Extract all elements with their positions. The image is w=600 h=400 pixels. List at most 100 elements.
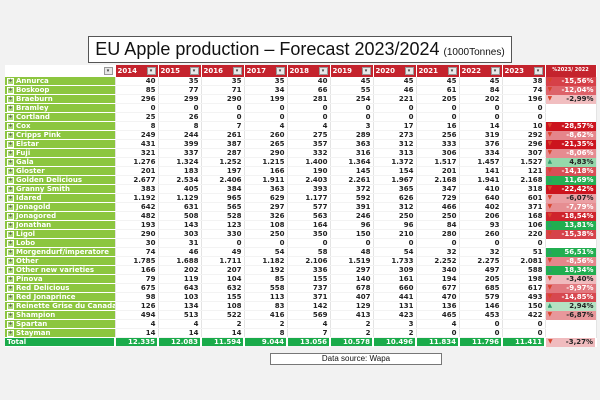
dropdown-icon[interactable]: ▾ xyxy=(404,67,414,75)
row-label[interactable]: + Cortland xyxy=(5,112,116,123)
value-cell: 35 xyxy=(201,77,245,87)
value-cell: 123 xyxy=(201,220,245,231)
row-label[interactable]: + Boskoop xyxy=(5,85,116,96)
row-label[interactable]: + Other new varieties xyxy=(5,265,116,276)
row-label[interactable]: + Pinova xyxy=(5,274,116,285)
value-cell: 629 xyxy=(244,193,288,204)
year-header-2014[interactable]: 2014 ▾ xyxy=(115,65,159,77)
value-cell: 2.168 xyxy=(502,175,546,186)
table-row: + Cox 8 8 7 4 4 3 17 16 14 10 ▼ -28,57% xyxy=(5,121,597,132)
row-label[interactable]: + Elstar xyxy=(5,139,116,150)
row-label[interactable]: + Ligol xyxy=(5,229,116,240)
year-header-2022[interactable]: 2022 ▾ xyxy=(459,65,503,77)
expand-icon[interactable]: + xyxy=(7,239,14,247)
row-label[interactable]: + Jonagored xyxy=(5,211,116,222)
dropdown-icon[interactable]: ▾ xyxy=(275,67,285,75)
expand-icon[interactable]: + xyxy=(7,140,14,148)
row-label[interactable]: + Gala xyxy=(5,157,116,168)
row-label[interactable]: + Idared xyxy=(5,193,116,204)
row-label[interactable]: + Reinette Grise du Canada xyxy=(5,301,116,312)
table-row: + Jonagold 642 631 565 297 577 391 312 466 402 371 ▼… xyxy=(5,202,597,213)
row-label[interactable]: + Braeburn xyxy=(5,94,116,105)
value-cell: 0 xyxy=(416,328,460,339)
dropdown-icon[interactable]: ▾ xyxy=(232,67,242,75)
year-header-2021[interactable]: 2021 ▾ xyxy=(416,65,460,77)
value-cell: 244 xyxy=(158,130,202,141)
expand-icon[interactable]: + xyxy=(7,320,14,328)
expand-icon[interactable]: + xyxy=(7,302,14,310)
row-label[interactable]: + Cox xyxy=(5,121,116,132)
expand-icon[interactable]: + xyxy=(7,104,14,112)
dropdown-icon[interactable]: ▾ xyxy=(490,67,500,75)
expand-icon[interactable]: + xyxy=(7,131,14,139)
dropdown-icon[interactable]: ▾ xyxy=(318,67,328,75)
year-header-2018[interactable]: 2018 ▾ xyxy=(287,65,331,77)
row-label[interactable]: + Lobo xyxy=(5,238,116,249)
expand-icon[interactable]: + xyxy=(7,122,14,130)
value-cell: 201 xyxy=(416,166,460,177)
row-label[interactable]: + Red Jonaprince xyxy=(5,292,116,303)
expand-icon[interactable]: + xyxy=(7,275,14,283)
value-cell: 2.106 xyxy=(287,256,331,267)
expand-icon[interactable]: + xyxy=(7,149,14,157)
value-cell: 383 xyxy=(115,184,159,195)
row-label[interactable]: + Annurca xyxy=(5,77,116,87)
row-label[interactable]: + Fuji xyxy=(5,148,116,159)
value-cell: 155 xyxy=(201,292,245,303)
row-label[interactable]: + Other xyxy=(5,256,116,267)
expand-icon[interactable]: + xyxy=(7,293,14,301)
year-header-2020[interactable]: 2020 ▾ xyxy=(373,65,417,77)
expand-icon[interactable]: + xyxy=(7,266,14,274)
row-label[interactable]: + Jonagold xyxy=(5,202,116,213)
year-header-2016[interactable]: 2016 ▾ xyxy=(201,65,245,77)
expand-icon[interactable]: + xyxy=(7,230,14,238)
value-cell: 640 xyxy=(459,193,503,204)
expand-icon[interactable]: + xyxy=(7,257,14,265)
expand-icon[interactable]: + xyxy=(7,113,14,121)
value-cell: 2 xyxy=(330,328,374,339)
row-label[interactable]: + Bramley xyxy=(5,103,116,114)
dropdown-icon[interactable]: ▾ xyxy=(533,67,543,75)
year-header-2023[interactable]: 2023 ▾ xyxy=(502,65,546,77)
value-cell: 482 xyxy=(115,211,159,222)
dropdown-icon[interactable]: ▾ xyxy=(146,67,156,75)
row-label[interactable]: + Jonathan xyxy=(5,220,116,231)
expand-icon[interactable]: + xyxy=(7,95,14,103)
dropdown-icon[interactable]: ▾ xyxy=(361,67,371,75)
row-label[interactable]: + Golden Delicious xyxy=(5,175,116,186)
expand-icon[interactable]: + xyxy=(7,212,14,220)
expand-icon[interactable]: + xyxy=(7,158,14,166)
row-label[interactable]: + Spartan xyxy=(5,319,116,330)
row-label[interactable]: + Morgendurf/imperatore xyxy=(5,247,116,258)
row-label[interactable]: + Gloster xyxy=(5,166,116,177)
expand-icon[interactable]: + xyxy=(7,311,14,319)
year-header-2017[interactable]: 2017 ▾ xyxy=(244,65,288,77)
value-cell: 220 xyxy=(502,229,546,240)
dropdown-icon[interactable]: ▾ xyxy=(189,67,199,75)
row-label[interactable]: + Granny Smith xyxy=(5,184,116,195)
value-cell: 0 xyxy=(502,328,546,339)
expand-icon[interactable]: + xyxy=(7,86,14,94)
dropdown-icon[interactable]: ▾ xyxy=(447,67,457,75)
expand-icon[interactable]: + xyxy=(7,176,14,184)
row-labels-header[interactable]: ▾ xyxy=(5,65,116,77)
year-header-2015[interactable]: 2015 ▾ xyxy=(158,65,202,77)
value-cell: 2 xyxy=(330,319,374,330)
row-label[interactable]: + Cripps Pink xyxy=(5,130,116,141)
row-label[interactable]: + Shampion xyxy=(5,310,116,321)
expand-icon[interactable]: + xyxy=(7,248,14,256)
expand-icon[interactable]: + xyxy=(7,221,14,229)
expand-icon[interactable]: + xyxy=(7,329,14,337)
dropdown-icon[interactable]: ▾ xyxy=(103,67,113,75)
expand-icon[interactable]: + xyxy=(7,167,14,175)
year-header-2019[interactable]: 2019 ▾ xyxy=(330,65,374,77)
expand-icon[interactable]: + xyxy=(7,203,14,211)
expand-icon[interactable]: + xyxy=(7,77,14,85)
row-label[interactable]: + Stayman xyxy=(5,328,116,339)
value-cell: 965 xyxy=(201,193,245,204)
expand-icon[interactable]: + xyxy=(7,194,14,202)
row-label[interactable]: + Red Delicious xyxy=(5,283,116,294)
value-cell: 96 xyxy=(330,220,374,231)
expand-icon[interactable]: + xyxy=(7,284,14,292)
expand-icon[interactable]: + xyxy=(7,185,14,193)
